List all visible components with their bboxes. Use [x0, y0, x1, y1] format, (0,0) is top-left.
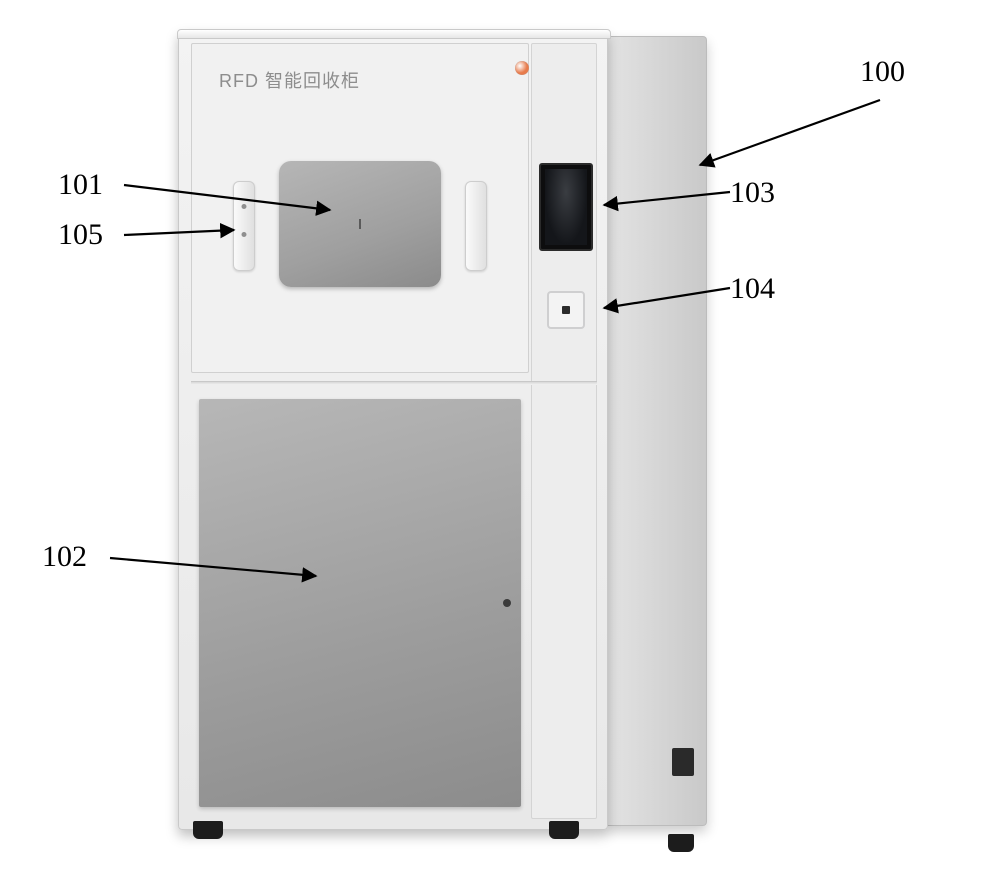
diagram-stage: RFD 智能回收柜 100 101 10 [0, 0, 1000, 886]
control-pillar [531, 43, 597, 819]
cabinet-top-cap [177, 29, 611, 39]
callout-label: 102 [42, 540, 87, 574]
callout-label: 103 [730, 176, 775, 210]
arrow-line [700, 100, 880, 165]
led-indicator [515, 61, 529, 75]
recycling-cabinet: RFD 智能回收柜 [178, 30, 718, 846]
caster-wheel [668, 834, 694, 852]
caster-wheel [549, 821, 579, 839]
caster-wheel [193, 821, 223, 839]
cabinet-front-panel: RFD 智能回收柜 [178, 30, 608, 830]
product-title: RFD 智能回收柜 [219, 67, 360, 93]
callout-label: 105 [58, 218, 103, 252]
callout-label: 100 [860, 55, 905, 89]
proximity-sensor-right [465, 181, 487, 271]
door-lock-icon [503, 599, 511, 607]
callout-label: 104 [730, 272, 775, 306]
proximity-sensor-left [233, 181, 255, 271]
collection-door[interactable] [199, 399, 521, 807]
callout-label: 101 [58, 168, 103, 202]
cabinet-side-panel [607, 36, 707, 826]
mid-divider [191, 381, 597, 385]
qr-scanner[interactable] [547, 291, 585, 329]
touch-screen[interactable] [539, 163, 593, 251]
side-port [672, 748, 694, 776]
deposit-flap[interactable] [279, 161, 441, 287]
